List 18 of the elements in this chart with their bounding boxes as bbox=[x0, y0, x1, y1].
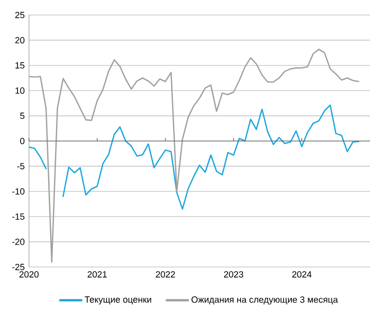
y-tick-label: 5 bbox=[20, 112, 24, 119]
y-tick-label: 25 bbox=[15, 12, 24, 18]
y-tick-label: -15 bbox=[12, 213, 24, 220]
y-tick-label: -10 bbox=[12, 188, 24, 195]
x-tick-label: 2024 bbox=[292, 271, 312, 278]
y-tick-label: -20 bbox=[12, 238, 24, 245]
y-tick-label: 10 bbox=[16, 87, 24, 94]
x-tick-label: 2021 bbox=[88, 271, 107, 278]
y-tick-label: 15 bbox=[16, 62, 24, 69]
y-tick-label: -25 bbox=[12, 264, 24, 270]
x-tick-label: 2020 bbox=[19, 271, 39, 278]
y-tick-label: -5 bbox=[17, 163, 24, 170]
x-tick-label: 2022 bbox=[156, 271, 175, 278]
legend-label: Ожидания на следующие 3 месяца bbox=[192, 296, 338, 305]
y-tick-label: 20 bbox=[15, 37, 24, 44]
y-tick-label: 0 bbox=[20, 138, 24, 144]
legend-label: Текущие оценки bbox=[84, 296, 152, 304]
x-tick-label: 2023 bbox=[224, 271, 244, 278]
